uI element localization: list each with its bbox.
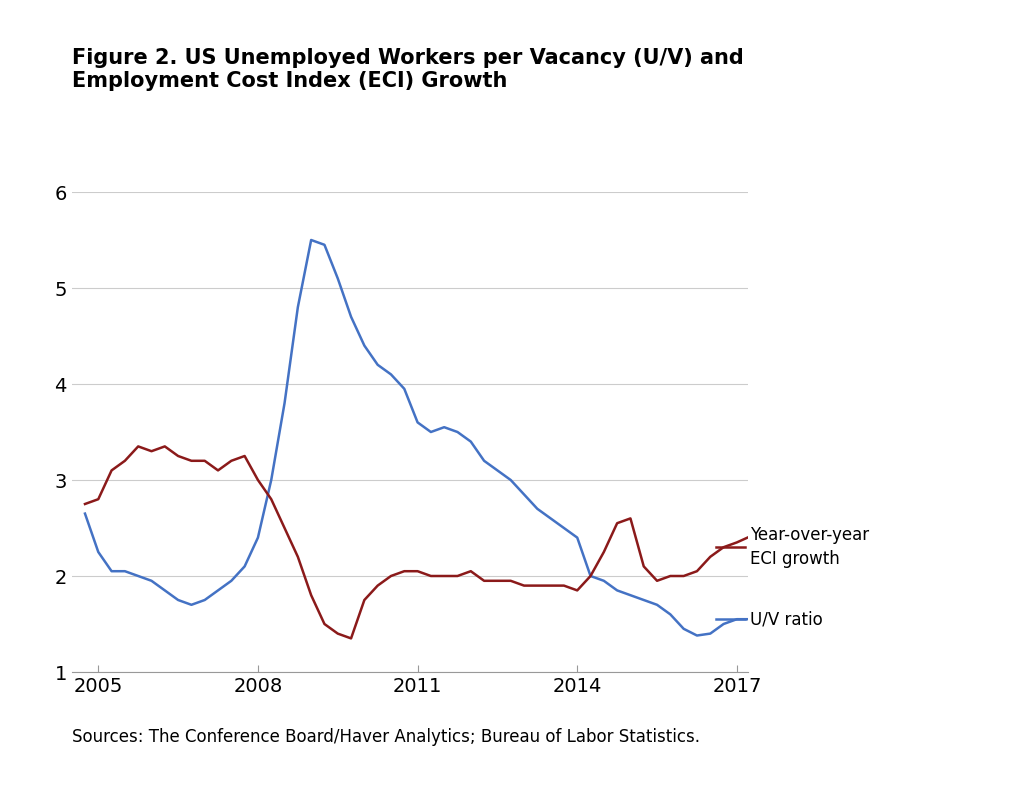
Text: U/V ratio: U/V ratio: [751, 610, 823, 628]
Text: Figure 2. US Unemployed Workers per Vacancy (U/V) and
Employment Cost Index (ECI: Figure 2. US Unemployed Workers per Vaca…: [72, 48, 743, 91]
Text: Sources: The Conference Board/Haver Analytics; Bureau of Labor Statistics.: Sources: The Conference Board/Haver Anal…: [72, 728, 699, 746]
Text: Year-over-year
ECI growth: Year-over-year ECI growth: [751, 526, 869, 568]
